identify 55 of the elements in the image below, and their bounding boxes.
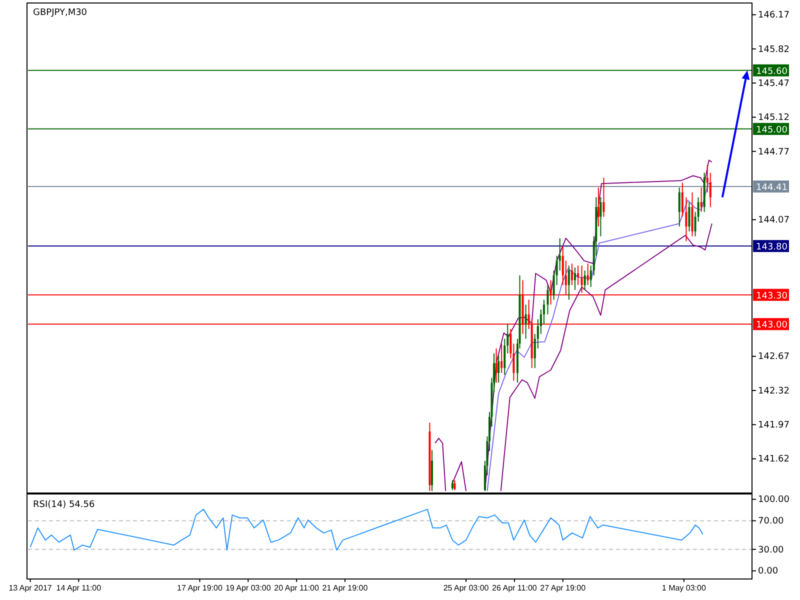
candlestick <box>574 267 576 290</box>
candlestick <box>498 354 500 384</box>
y-tick-label: 145.12 <box>758 113 790 124</box>
candlestick <box>600 196 602 237</box>
y-tick-label: 0.00 <box>758 566 778 577</box>
text: GBPJPY,M30 <box>33 8 88 18</box>
x-tick-label: 14 Apr 11:00 <box>56 584 102 593</box>
y-tick-label: 144.07 <box>758 216 790 226</box>
candlestick <box>570 263 573 286</box>
candlestick <box>500 343 503 374</box>
ref-line-label: 143.80 <box>756 242 788 253</box>
candlestick <box>451 480 454 491</box>
y-tick-label: 142.67 <box>758 352 790 362</box>
y-tick-label: 30.00 <box>758 545 784 556</box>
candlestick <box>454 480 456 491</box>
candlestick <box>681 182 684 218</box>
y-tick-label: 146.17 <box>758 10 790 21</box>
candlestick <box>678 186 680 228</box>
x-tick-label: 17 Apr 19:00 <box>177 584 223 593</box>
candlestick <box>546 284 549 315</box>
candlestick <box>602 177 605 218</box>
y-tick-label: 70.00 <box>758 516 784 527</box>
ref-line-label: 143.30 <box>756 291 788 302</box>
y-tick-label: 145.47 <box>758 78 790 89</box>
y-tick-label: 144.77 <box>758 147 790 158</box>
ref-line-label: 145.60 <box>756 66 788 77</box>
y-tick-label: 141.62 <box>758 454 790 465</box>
candlestick <box>495 348 498 384</box>
candlestick <box>577 265 579 286</box>
ref-line-label: 144.41 <box>756 183 788 194</box>
candlestick <box>584 270 586 290</box>
annotation: RSI(14) 54.56 <box>33 500 95 510</box>
y-tick-label: 141.97 <box>758 420 790 431</box>
y-tick-label: 100.00 <box>758 495 790 506</box>
x-tick-label: 27 Apr 19:00 <box>540 584 586 593</box>
candlestick <box>524 304 527 340</box>
x-tick-label: 1 May 03:00 <box>662 584 706 593</box>
candlestick <box>586 263 589 286</box>
x-tick-label: 21 Apr 19:00 <box>322 584 368 593</box>
y-tick-label: 145.82 <box>758 44 790 55</box>
candlestick <box>568 265 570 300</box>
line-series <box>500 223 712 492</box>
candlestick <box>685 196 688 242</box>
y-tick-label: 142.32 <box>758 386 790 396</box>
x-tick-label: 13 Apr 2017 <box>8 584 52 593</box>
x-tick-label: 20 Apr 11:00 <box>274 584 320 593</box>
x-tick-label: 26 Apr 11:00 <box>492 584 538 593</box>
candlestick <box>597 186 600 228</box>
candlestick <box>688 202 690 232</box>
ref-line-label: 143.00 <box>756 320 788 331</box>
x-tick-label: 25 Apr 03:00 <box>443 584 490 593</box>
ref-line-label: 145.00 <box>756 125 788 136</box>
line-series <box>30 508 704 551</box>
x-tick-label: 19 Apr 03:00 <box>225 584 272 593</box>
candlestick <box>700 186 702 212</box>
